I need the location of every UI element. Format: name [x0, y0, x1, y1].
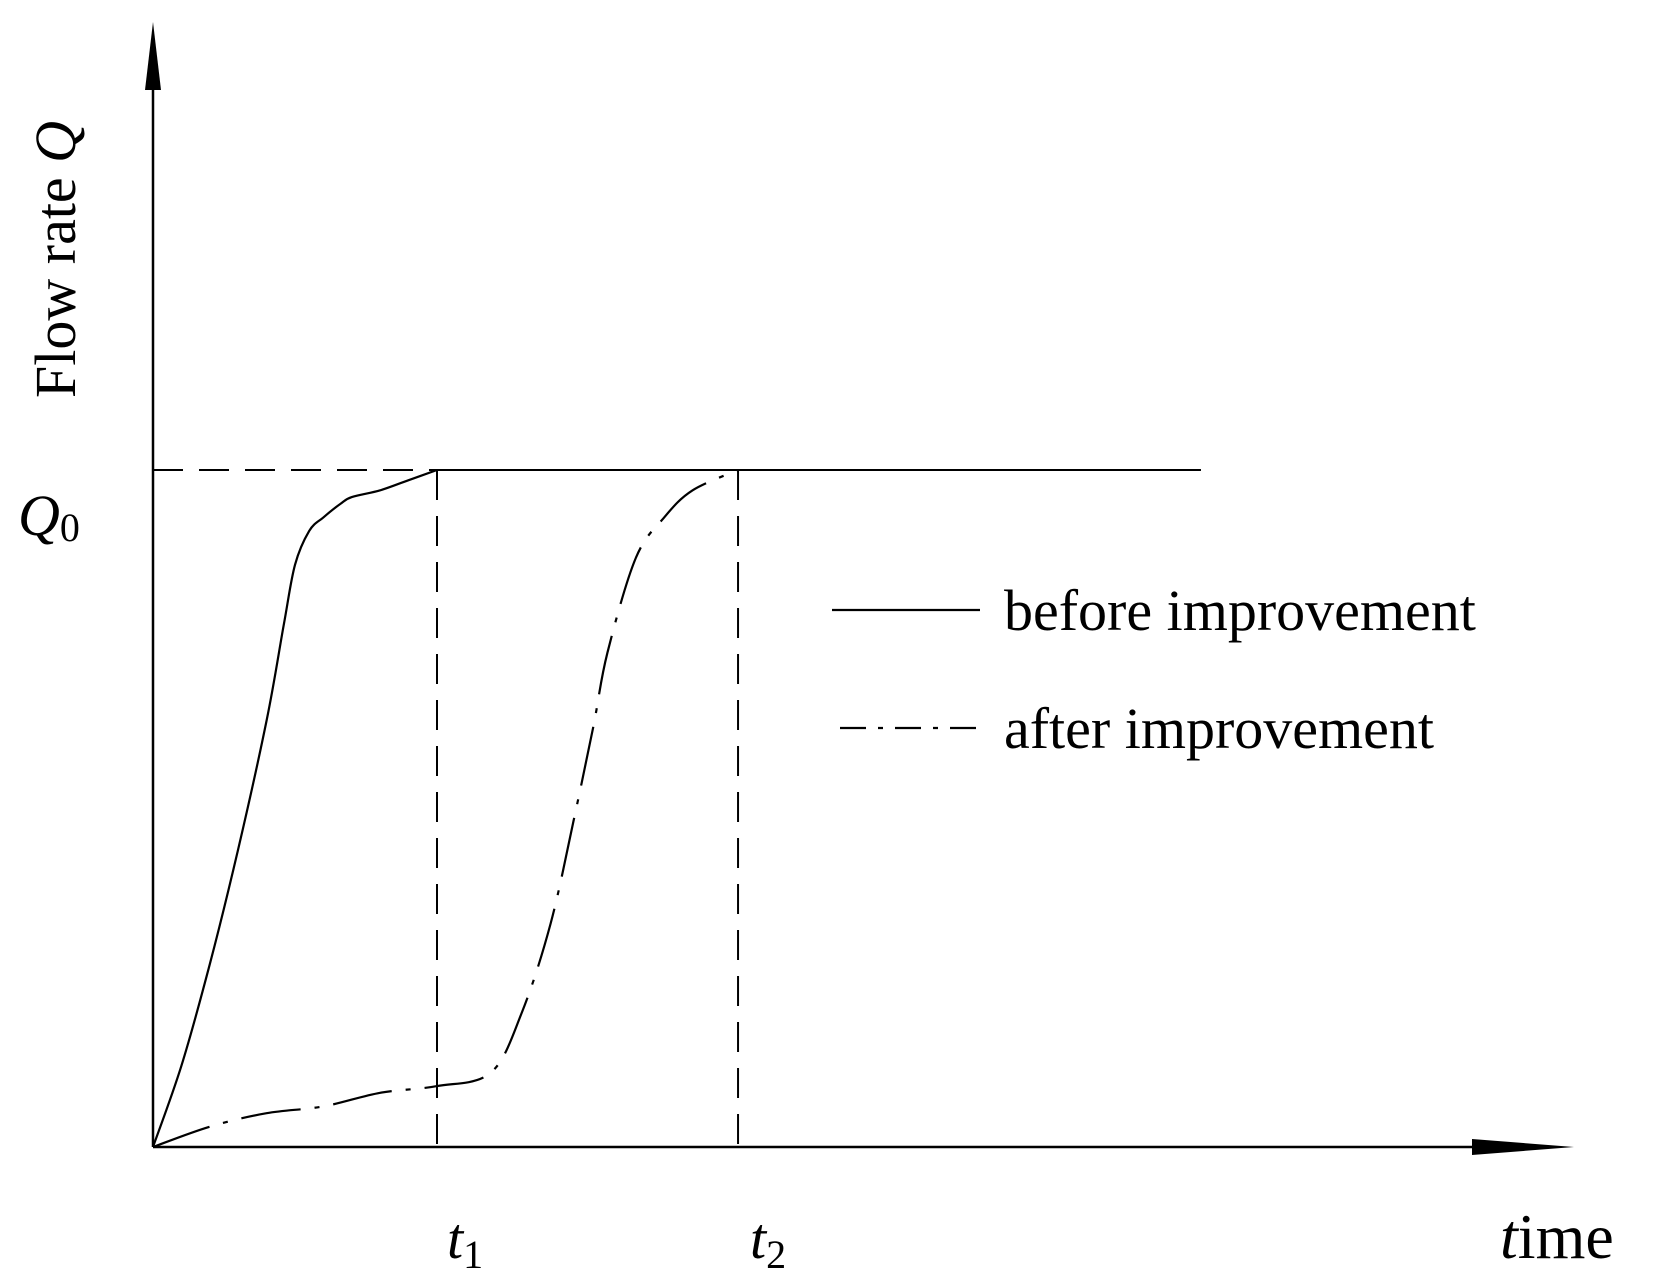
series-line-after-improvement: [152, 468, 739, 1149]
x-axis-arrow: [1472, 1139, 1574, 1155]
legend-label-after-improvement: after improvement: [1004, 696, 1434, 761]
x-axis-label: time: [1500, 1201, 1614, 1272]
y-axis-label-symbol: Q: [23, 121, 88, 163]
t2-symbol: t: [750, 1206, 768, 1271]
x-axis-label-symbol: t: [1500, 1201, 1520, 1272]
y-axis-arrow: [145, 22, 161, 90]
x-tick-label-t1: t1: [447, 1206, 483, 1277]
series-line-before-improvement: [151, 468, 438, 1148]
x-tick-label-t2: t2: [750, 1206, 786, 1277]
y-axis-label-text: Flow rate: [23, 163, 88, 398]
y-tick-label-q0: Q0: [18, 483, 80, 550]
q0-symbol: Q: [18, 483, 60, 548]
y-axis-label: Flow rate Q: [23, 121, 88, 398]
legend-label-before-improvement: before improvement: [1004, 578, 1476, 643]
q0-subscript: 0: [60, 505, 80, 550]
legend: before improvement after improvement: [832, 578, 1476, 761]
t2-subscript: 2: [766, 1232, 786, 1277]
t1-subscript: 1: [463, 1232, 483, 1277]
t1-symbol: t: [447, 1206, 465, 1271]
x-axis-label-text: ime: [1518, 1201, 1614, 1272]
